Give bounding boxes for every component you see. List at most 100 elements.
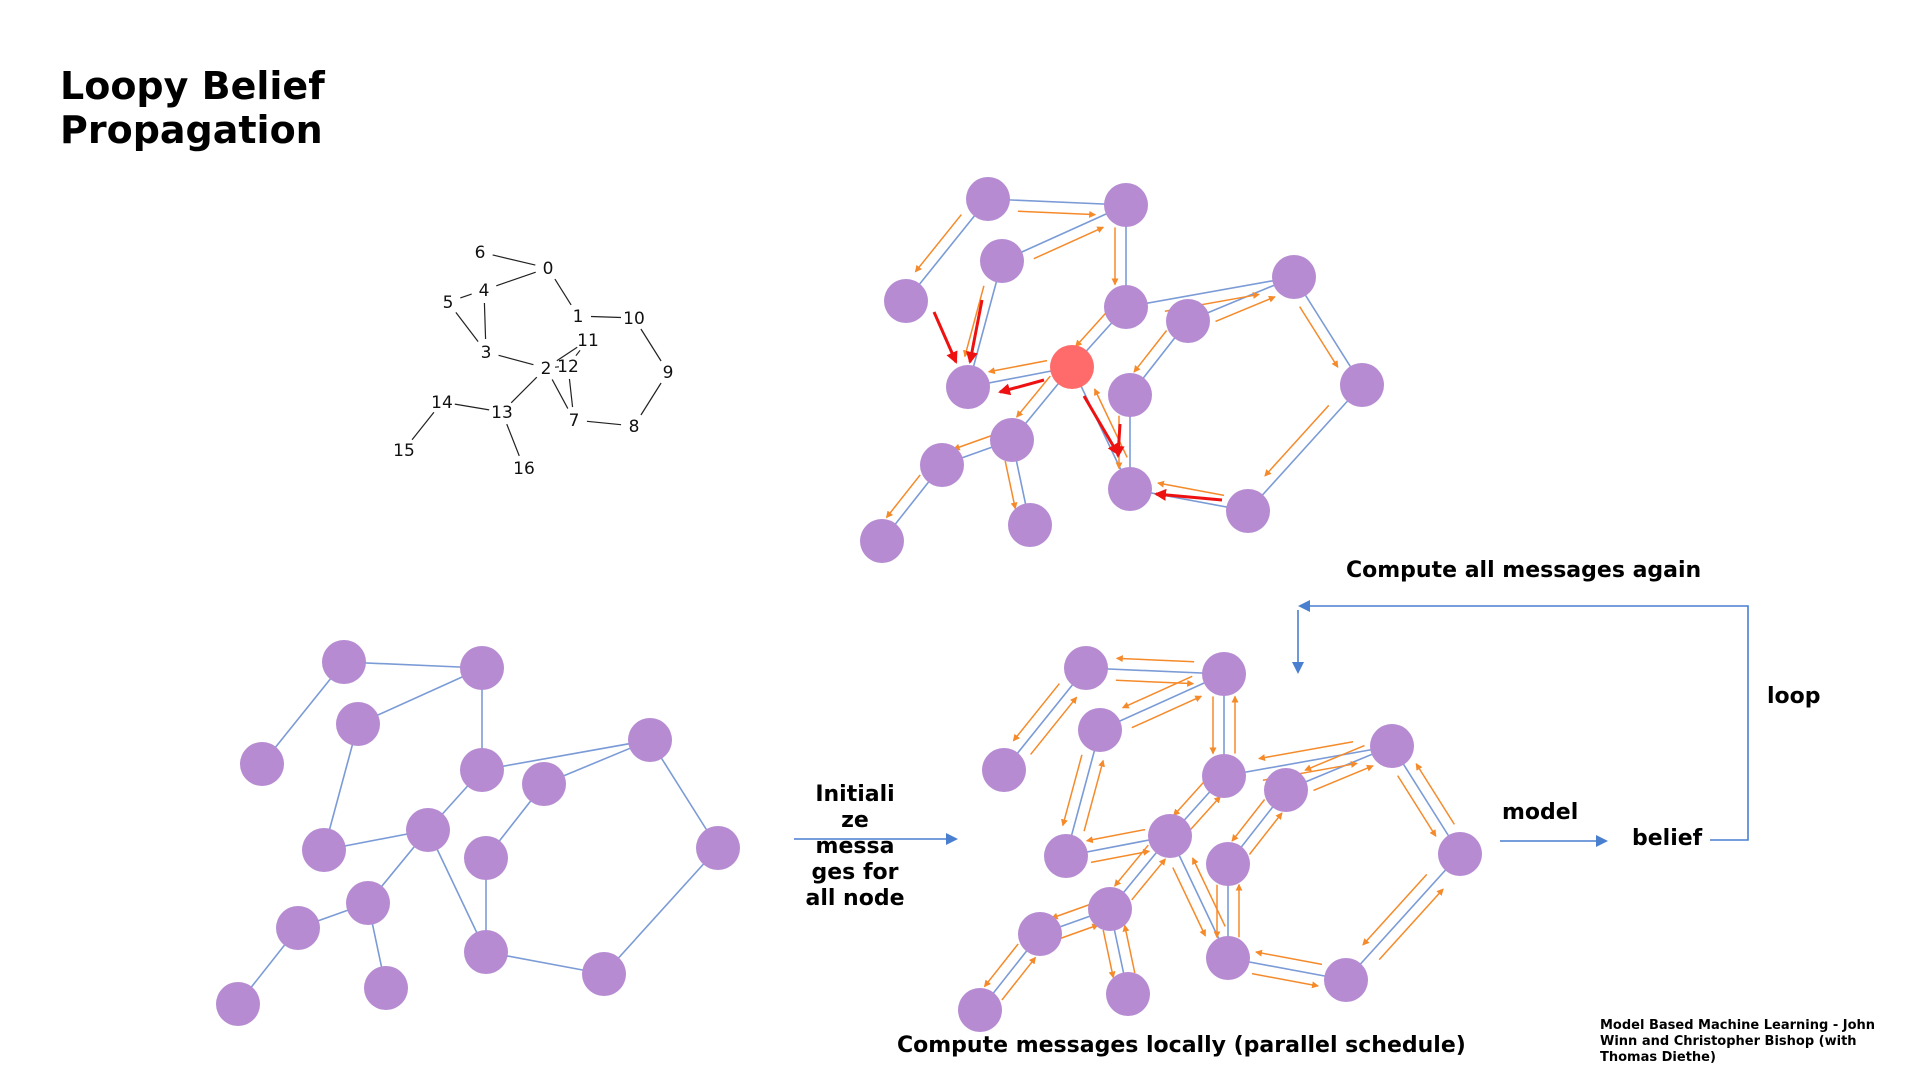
message-arrow (963, 285, 985, 358)
graph-node (958, 988, 1002, 1032)
node-number-label: 2 (541, 359, 552, 379)
flow-arrows (794, 600, 1749, 847)
graph-node (464, 836, 508, 880)
slide-title: Loopy Belief Propagation (60, 64, 325, 152)
graph-node (1148, 814, 1192, 858)
message-arrow (1131, 858, 1166, 901)
graph-node (276, 906, 320, 950)
initialize-label: Initiali ze messa ges for all node (805, 782, 905, 911)
graph-node (1108, 467, 1152, 511)
numbered-edge (506, 423, 520, 457)
message-arrow (1397, 775, 1437, 837)
node-number-label: 6 (475, 243, 486, 263)
message-arrow (1313, 764, 1374, 792)
node-number-label: 8 (629, 417, 640, 437)
graph-node (364, 966, 408, 1010)
graph-node (406, 808, 450, 852)
loop-label: loop (1767, 684, 1821, 709)
graph-node (322, 640, 366, 684)
message-arrow (1033, 226, 1105, 260)
message-arrow (1061, 754, 1083, 827)
message-arrow (1251, 972, 1320, 989)
graph-edge (1345, 853, 1461, 981)
node-number-label: 1 (573, 307, 584, 327)
graph-node (1078, 708, 1122, 752)
message-arrow (1231, 799, 1266, 842)
graph-node (1340, 363, 1384, 407)
graph-node (1370, 724, 1414, 768)
node-number-label: 10 (623, 309, 645, 329)
graph-node (1104, 183, 1148, 227)
graph-node (336, 702, 380, 746)
graph-edge (343, 661, 483, 669)
message-arrow (1090, 848, 1151, 864)
message-arrow (1189, 795, 1221, 831)
graph-node (1202, 754, 1246, 798)
messages (885, 210, 1339, 519)
message-arrow (1378, 888, 1444, 961)
message-arrow (1016, 375, 1051, 418)
graph-node (1438, 832, 1482, 876)
message-arrow (983, 943, 1019, 988)
message-arrow (1362, 873, 1428, 946)
message-arrow (1085, 828, 1146, 844)
message-arrow (1012, 683, 1060, 742)
graph-node (884, 279, 928, 323)
highlight-node (1050, 345, 1094, 389)
node-number-label: 11 (577, 331, 599, 351)
numbered-edge (411, 411, 435, 441)
message-arrow (1192, 857, 1226, 927)
graph-node (1104, 285, 1148, 329)
message-arrow (914, 214, 962, 273)
active-message-arrow (1154, 488, 1223, 502)
graph-edge (1099, 673, 1225, 731)
node-number-label: 16 (513, 459, 535, 479)
graph-node (628, 718, 672, 762)
compute-again-label: Compute all messages again (1346, 558, 1702, 583)
nodes (958, 646, 1482, 1032)
graph-node (216, 982, 260, 1026)
graph-node (860, 519, 904, 563)
numbered-edge (498, 354, 534, 366)
graph-node (460, 646, 504, 690)
graph-edge (1001, 204, 1127, 262)
node-number-label: 5 (443, 293, 454, 313)
graph-edge (1223, 745, 1393, 777)
graph-node (460, 748, 504, 792)
graph-edge (603, 847, 719, 975)
graph-node (1106, 972, 1150, 1016)
message-arrow (1001, 956, 1037, 1001)
graph-node (582, 952, 626, 996)
active-message-arrow (1112, 423, 1125, 458)
active-message-arrow (932, 311, 958, 364)
active-message-arrow (966, 299, 984, 364)
graph-node (1202, 652, 1246, 696)
node-number-label: 3 (481, 343, 492, 363)
graph-node (966, 177, 1010, 221)
message-arrow (987, 359, 1048, 375)
graph-node (1272, 255, 1316, 299)
graph-edge (481, 739, 651, 771)
message-arrow (1215, 295, 1276, 323)
message-arrow (1133, 330, 1168, 373)
message-arrow (1122, 924, 1136, 974)
message-arrow (1083, 759, 1105, 832)
numbered-edge (460, 293, 472, 299)
graph-node (1206, 842, 1250, 886)
node-number-label: 15 (393, 441, 415, 461)
node-number-label: 13 (491, 403, 513, 423)
graph-edge (427, 829, 487, 953)
graph-node (346, 881, 390, 925)
messages (983, 655, 1455, 1001)
graph-edge (1247, 384, 1363, 512)
numbered-edge (455, 311, 479, 343)
graph-node (1044, 834, 1088, 878)
numbered-edge (496, 271, 536, 287)
graph-node (990, 418, 1034, 462)
graph-parallel-messages (958, 646, 1482, 1032)
message-arrow (1173, 781, 1205, 817)
numbered-edge (568, 378, 574, 408)
message-arrow (1102, 929, 1116, 979)
numbered-edge (590, 315, 622, 319)
